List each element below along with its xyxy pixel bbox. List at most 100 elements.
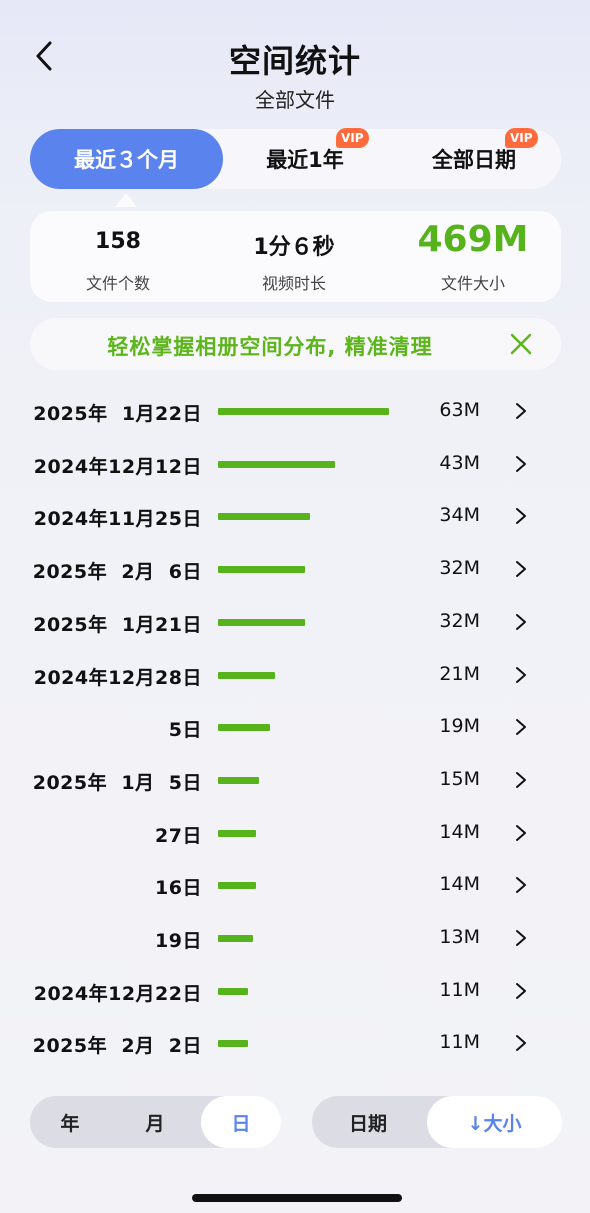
tab-pointer: [115, 193, 137, 207]
chevron-right-icon: [516, 824, 526, 841]
row-size-bar: [218, 408, 389, 415]
row-size: 11M: [439, 1031, 480, 1054]
close-icon: [510, 333, 532, 355]
video-duration-value: 1分６秒: [253, 235, 335, 260]
row-size: 19M: [439, 715, 480, 738]
row-size-bar: [218, 1040, 248, 1048]
row-size: 13M: [439, 926, 480, 948]
row-size: 14M: [439, 820, 480, 843]
granularity-month-label: 月: [145, 1112, 165, 1135]
row-date: 2024年11月25日: [33, 508, 202, 531]
back-button[interactable]: [26, 36, 62, 76]
sort-by-size[interactable]: ↓大小: [427, 1096, 562, 1148]
row-size-bar: [218, 935, 253, 942]
row-date: 2025年 1月21日: [33, 613, 202, 636]
row-size: 21M: [439, 662, 480, 685]
chevron-right-icon: [516, 1035, 526, 1052]
row-date: 2025年 2月 2日: [32, 1035, 202, 1058]
tab-label: 最近1年: [266, 148, 344, 172]
chevron-right-icon: [516, 561, 526, 578]
granularity-day[interactable]: 日: [201, 1096, 281, 1148]
list-item[interactable]: 2025年 2月 6日 32M: [0, 543, 590, 595]
row-date: 2025年 1月22日: [33, 403, 202, 425]
page-subtitle: 全部文件: [255, 88, 335, 112]
list-item[interactable]: 2025年 1月22日 63M: [0, 385, 590, 437]
granularity-day-label: 日: [231, 1112, 251, 1135]
row-size: 63M: [439, 399, 480, 421]
tab-all-dates[interactable]: 全部日期 VIP: [387, 128, 561, 189]
stat-file-count: 158 文件个数: [38, 211, 198, 302]
list-item[interactable]: 16日 14M: [0, 859, 590, 911]
banner-close-button[interactable]: [507, 330, 535, 358]
list-item[interactable]: 5日 19M: [0, 701, 590, 753]
sort-by-date[interactable]: 日期: [312, 1096, 424, 1148]
row-date: 16日: [155, 877, 202, 900]
chevron-right-icon: [516, 930, 526, 946]
row-size: 32M: [439, 557, 480, 580]
row-date: 27日: [155, 824, 202, 847]
row-size-bar: [218, 618, 305, 626]
row-size-bar: [218, 671, 275, 679]
list-item[interactable]: 2024年12月12日 43M: [0, 438, 590, 490]
row-size-bar: [218, 829, 256, 837]
row-size-bar: [218, 724, 270, 732]
granularity-year[interactable]: 年: [30, 1096, 110, 1148]
vip-badge: VIP: [336, 128, 369, 148]
file-count-label: 文件个数: [85, 274, 150, 293]
banner-text: 轻松掌握相册空间分布, 精准清理: [107, 335, 433, 359]
home-indicator: [192, 1194, 402, 1202]
list-item[interactable]: 27日 14M: [0, 807, 590, 859]
tab-last-3-months[interactable]: 最近３个月: [30, 129, 223, 189]
summary-card: 158 文件个数 1分６秒 视频时长 469M 文件大小: [30, 211, 561, 302]
list-item[interactable]: 2025年 2月 2日 11M: [0, 1017, 590, 1069]
row-size-bar: [218, 776, 259, 784]
list-item[interactable]: 2024年12月22日 11M: [0, 965, 590, 1017]
video-duration-label: 视频时长: [261, 274, 326, 293]
row-size-bar: [218, 513, 310, 521]
chevron-right-icon: [516, 877, 526, 894]
row-size: 15M: [439, 767, 480, 790]
sort-switch: 日期 ↓大小: [312, 1096, 562, 1148]
row-date: 2024年12月12日: [33, 455, 202, 478]
row-size: 34M: [439, 504, 480, 527]
chevron-right-icon: [516, 666, 526, 683]
row-size-bar: [218, 460, 335, 468]
file-size-label: 文件大小: [440, 274, 505, 293]
row-size-bar: [218, 882, 256, 890]
chevron-right-icon: [516, 455, 526, 472]
row-size: 32M: [439, 609, 480, 632]
chevron-right-icon: [516, 771, 526, 788]
chevron-left-icon: [36, 41, 52, 71]
stat-file-size: 469M 文件大小: [393, 211, 553, 302]
tab-label: 最近３个月: [74, 148, 179, 172]
list-item[interactable]: 19日 13M: [0, 912, 590, 964]
row-date: 19日: [155, 930, 202, 952]
row-size: 43M: [439, 451, 480, 474]
row-date: 2024年12月22日: [33, 982, 202, 1005]
chevron-right-icon: [516, 508, 526, 525]
row-size: 11M: [439, 978, 480, 1001]
sort-size-label: ↓大小: [467, 1112, 522, 1135]
row-date: 2024年12月28日: [33, 666, 202, 689]
row-size: 14M: [439, 873, 480, 896]
granularity-month[interactable]: 月: [115, 1096, 195, 1148]
row-date: 5日: [168, 719, 202, 742]
granularity-year-label: 年: [60, 1112, 80, 1135]
list-item[interactable]: 2025年 1月21日 32M: [0, 596, 590, 648]
chevron-right-icon: [516, 719, 526, 736]
row-size-bar: [218, 566, 305, 574]
sort-date-label: 日期: [348, 1112, 387, 1135]
row-date: 2025年 1月 5日: [32, 771, 202, 794]
tab-last-1-year[interactable]: 最近1年 VIP: [223, 128, 387, 189]
vip-badge: VIP: [505, 128, 538, 148]
list-item[interactable]: 2024年11月25日 34M: [0, 490, 590, 542]
list-item[interactable]: 2024年12月28日 21M: [0, 649, 590, 701]
chevron-right-icon: [516, 982, 526, 999]
stat-video-duration: 1分６秒 视频时长: [214, 211, 374, 302]
row-date: 2025年 2月 6日: [32, 561, 202, 584]
file-size-value: 469M: [417, 219, 529, 260]
list-item[interactable]: 2025年 1月 5日 15M: [0, 754, 590, 806]
chevron-right-icon: [516, 613, 526, 630]
row-size-bar: [218, 987, 248, 995]
chevron-right-icon: [516, 403, 526, 419]
